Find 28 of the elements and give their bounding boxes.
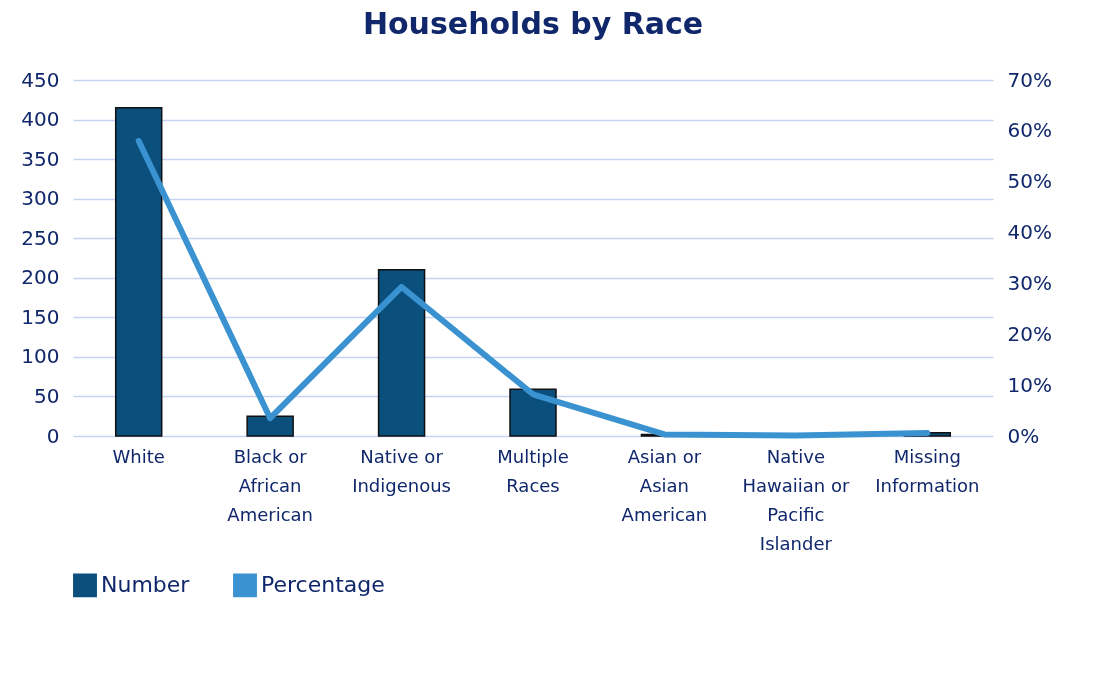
- y2-tick-label: 40%: [1007, 220, 1052, 245]
- y-tick-label: 100: [21, 344, 60, 369]
- y-tick-label: 400: [21, 107, 60, 132]
- y-tick-label: 0: [46, 423, 60, 448]
- x-tick-label: Multiple Races: [497, 445, 569, 496]
- y-tick-label: 350: [21, 146, 60, 171]
- y2-tick-label: 70%: [1007, 67, 1052, 92]
- x-tick-label: Native or Indigenous: [352, 445, 451, 496]
- y2-tick-label: 10%: [1007, 372, 1052, 397]
- y2-tick-label: 60%: [1007, 118, 1052, 143]
- x-tick-label: Missing Information: [875, 445, 980, 496]
- legend-label: Percentage: [261, 572, 385, 598]
- y-tick-label: 150: [21, 304, 60, 329]
- y-tick-label: 200: [21, 265, 60, 290]
- y2-tick-label: 0%: [1007, 423, 1040, 448]
- x-tick-label: Asian or Asian American: [621, 445, 708, 525]
- y-tick-label: 50: [34, 383, 60, 408]
- y-tick-label: 250: [21, 225, 60, 250]
- legend-label: Number: [101, 572, 191, 598]
- x-tick-label: Black or African American: [227, 445, 313, 525]
- y2-tick-label: 30%: [1007, 270, 1052, 295]
- y2-tick-label: 20%: [1007, 321, 1052, 346]
- y-tick-label: 300: [21, 186, 60, 211]
- y-tick-label: 450: [21, 67, 60, 92]
- x-tick-label: Native Hawaiian or Pacific Islander: [742, 445, 850, 554]
- x-tick-label: White: [112, 445, 165, 467]
- y2-tick-label: 50%: [1007, 169, 1052, 194]
- chart-title: Households by Race: [362, 6, 704, 41]
